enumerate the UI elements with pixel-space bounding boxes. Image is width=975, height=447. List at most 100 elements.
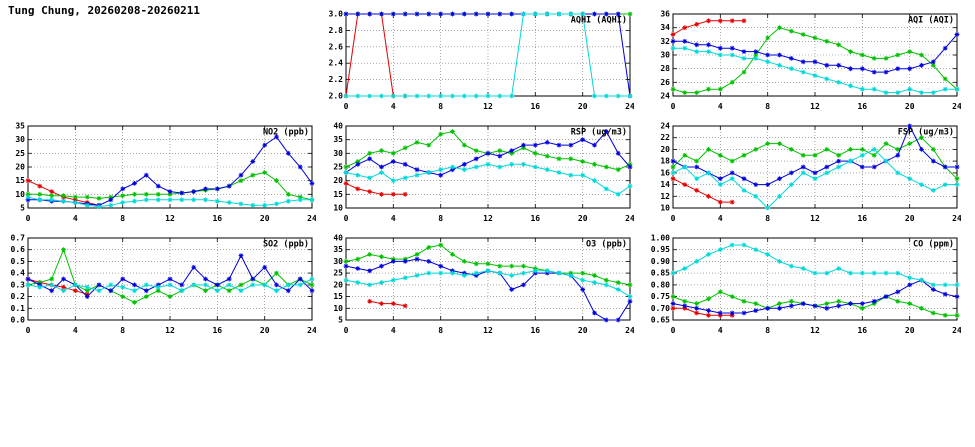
svg-text:0: 0: [671, 326, 676, 335]
svg-text:12: 12: [483, 326, 493, 335]
svg-text:24: 24: [952, 326, 961, 335]
svg-text:36: 36: [660, 10, 670, 19]
svg-text:5: 5: [338, 316, 343, 325]
svg-text:24: 24: [625, 214, 634, 223]
svg-text:0.65: 0.65: [651, 316, 670, 325]
plot-fsp: 10 12 14 16 18 20 22 24 0 4 8 12 16 20 24 FSP (ug/m3): [660, 122, 961, 224]
svg-text:16: 16: [660, 168, 670, 177]
svg-text:20: 20: [905, 326, 915, 335]
svg-text:40: 40: [333, 234, 343, 243]
svg-text:26: 26: [660, 78, 670, 87]
plot-aqi: 24 26 28 30 32 34 36 0 4 8 12 16 20 24 AQI (AQI): [660, 10, 961, 112]
svg-text:30: 30: [333, 149, 343, 158]
svg-text:24: 24: [952, 214, 961, 223]
svg-text:0.70: 0.70: [651, 304, 670, 313]
svg-text:16: 16: [857, 214, 867, 223]
svg-text:8: 8: [765, 326, 770, 335]
svg-text:24: 24: [307, 326, 316, 335]
svg-text:1.00: 1.00: [651, 234, 670, 243]
svg-text:12: 12: [483, 214, 493, 223]
svg-text:8: 8: [438, 102, 443, 111]
svg-text:0.5: 0.5: [11, 257, 26, 266]
svg-text:2.6: 2.6: [329, 42, 344, 51]
chart-o3: 5 10 15 20 25 30 35 40 0 4 8 12 16 20 24 O3 (ppb): [318, 232, 634, 336]
svg-text:4: 4: [73, 326, 78, 335]
chart-aqhi: 2.0 2.2 2.4 2.6 2.8 3.0 0 4 8 12 16 20 24 AQHI (AQHI): [318, 8, 634, 112]
svg-text:15: 15: [333, 190, 343, 199]
svg-text:16: 16: [857, 326, 867, 335]
svg-text:16: 16: [530, 326, 540, 335]
svg-text:0.6: 0.6: [11, 245, 26, 254]
svg-text:2.8: 2.8: [329, 26, 344, 35]
svg-text:25: 25: [15, 149, 25, 158]
chart-no2: 5 10 15 20 25 30 35 0 4 8 12 16 20 24 NO2 (ppb): [0, 120, 316, 224]
svg-text:8: 8: [438, 214, 443, 223]
svg-text:16: 16: [530, 102, 540, 111]
svg-text:AQHI (AQHI): AQHI (AQHI): [571, 16, 627, 26]
svg-text:22: 22: [660, 133, 670, 142]
svg-text:0: 0: [344, 102, 349, 111]
svg-text:AQI (AQI): AQI (AQI): [908, 16, 954, 26]
svg-text:10: 10: [333, 204, 343, 213]
plot-aqhi: 2.0 2.2 2.4 2.6 2.8 3.0 0 4 8 12 16 20 24 AQHI (AQHI): [329, 10, 634, 112]
svg-text:0: 0: [26, 214, 31, 223]
svg-text:4: 4: [391, 214, 396, 223]
svg-text:4: 4: [718, 326, 723, 335]
svg-text:10: 10: [15, 190, 25, 199]
svg-text:0.0: 0.0: [11, 316, 26, 325]
svg-text:20: 20: [578, 214, 588, 223]
svg-text:25: 25: [333, 163, 343, 172]
svg-text:20: 20: [15, 163, 25, 172]
svg-text:35: 35: [333, 245, 343, 254]
svg-text:0.2: 0.2: [11, 292, 26, 301]
svg-text:20: 20: [905, 102, 915, 111]
svg-text:20: 20: [333, 280, 343, 289]
svg-text:12: 12: [810, 326, 820, 335]
svg-text:12: 12: [165, 214, 175, 223]
svg-text:12: 12: [810, 102, 820, 111]
chart-co: 0.65 0.70 0.75 0.80 0.85 0.90 0.95 1.00 0 4 8 12 16 2…: [645, 232, 961, 336]
svg-text:18: 18: [660, 157, 670, 166]
svg-text:40: 40: [333, 122, 343, 131]
svg-text:20: 20: [578, 326, 588, 335]
svg-text:0: 0: [671, 214, 676, 223]
svg-text:35: 35: [15, 122, 25, 131]
svg-text:4: 4: [391, 102, 396, 111]
svg-text:8: 8: [438, 326, 443, 335]
svg-text:12: 12: [165, 326, 175, 335]
plot-so2: 0.0 0.1 0.2 0.3 0.4 0.5 0.6 0.7 0 4 8 12 16 20 24 SO2 (…: [11, 234, 316, 336]
svg-text:NO2 (ppb): NO2 (ppb): [263, 128, 309, 138]
svg-text:2.2: 2.2: [329, 75, 344, 84]
svg-text:20: 20: [660, 145, 670, 154]
svg-text:32: 32: [660, 37, 670, 46]
svg-text:0: 0: [26, 326, 31, 335]
svg-text:16: 16: [212, 326, 222, 335]
svg-text:2.4: 2.4: [329, 59, 344, 68]
svg-text:FSP (ug/m3): FSP (ug/m3): [898, 128, 954, 138]
plot-rsp: 10 15 20 25 30 35 40 0 4 8 12 16 20 24 RSP (ug/m3): [333, 122, 634, 224]
svg-text:8: 8: [120, 326, 125, 335]
svg-text:4: 4: [718, 102, 723, 111]
svg-text:20: 20: [260, 214, 270, 223]
svg-text:8: 8: [120, 214, 125, 223]
svg-text:0.95: 0.95: [651, 245, 670, 254]
svg-text:0: 0: [344, 214, 349, 223]
svg-text:20: 20: [578, 102, 588, 111]
plot-co: 0.65 0.70 0.75 0.80 0.85 0.90 0.95 1.00 0 4 8 12 16 2…: [651, 234, 961, 336]
svg-text:28: 28: [660, 64, 670, 73]
svg-text:0.90: 0.90: [651, 257, 670, 266]
svg-text:5: 5: [20, 204, 25, 213]
svg-text:8: 8: [765, 102, 770, 111]
svg-text:10: 10: [333, 304, 343, 313]
svg-text:0.3: 0.3: [11, 280, 26, 289]
svg-text:0.75: 0.75: [651, 292, 670, 301]
svg-text:8: 8: [765, 214, 770, 223]
svg-text:0.80: 0.80: [651, 280, 670, 289]
svg-text:25: 25: [333, 269, 343, 278]
svg-text:0.1: 0.1: [11, 304, 26, 313]
svg-text:30: 30: [333, 257, 343, 266]
svg-text:24: 24: [660, 122, 670, 131]
svg-text:20: 20: [905, 214, 915, 223]
svg-text:20: 20: [333, 176, 343, 185]
page-title: Tung Chung, 20260208-20260211: [8, 4, 201, 17]
